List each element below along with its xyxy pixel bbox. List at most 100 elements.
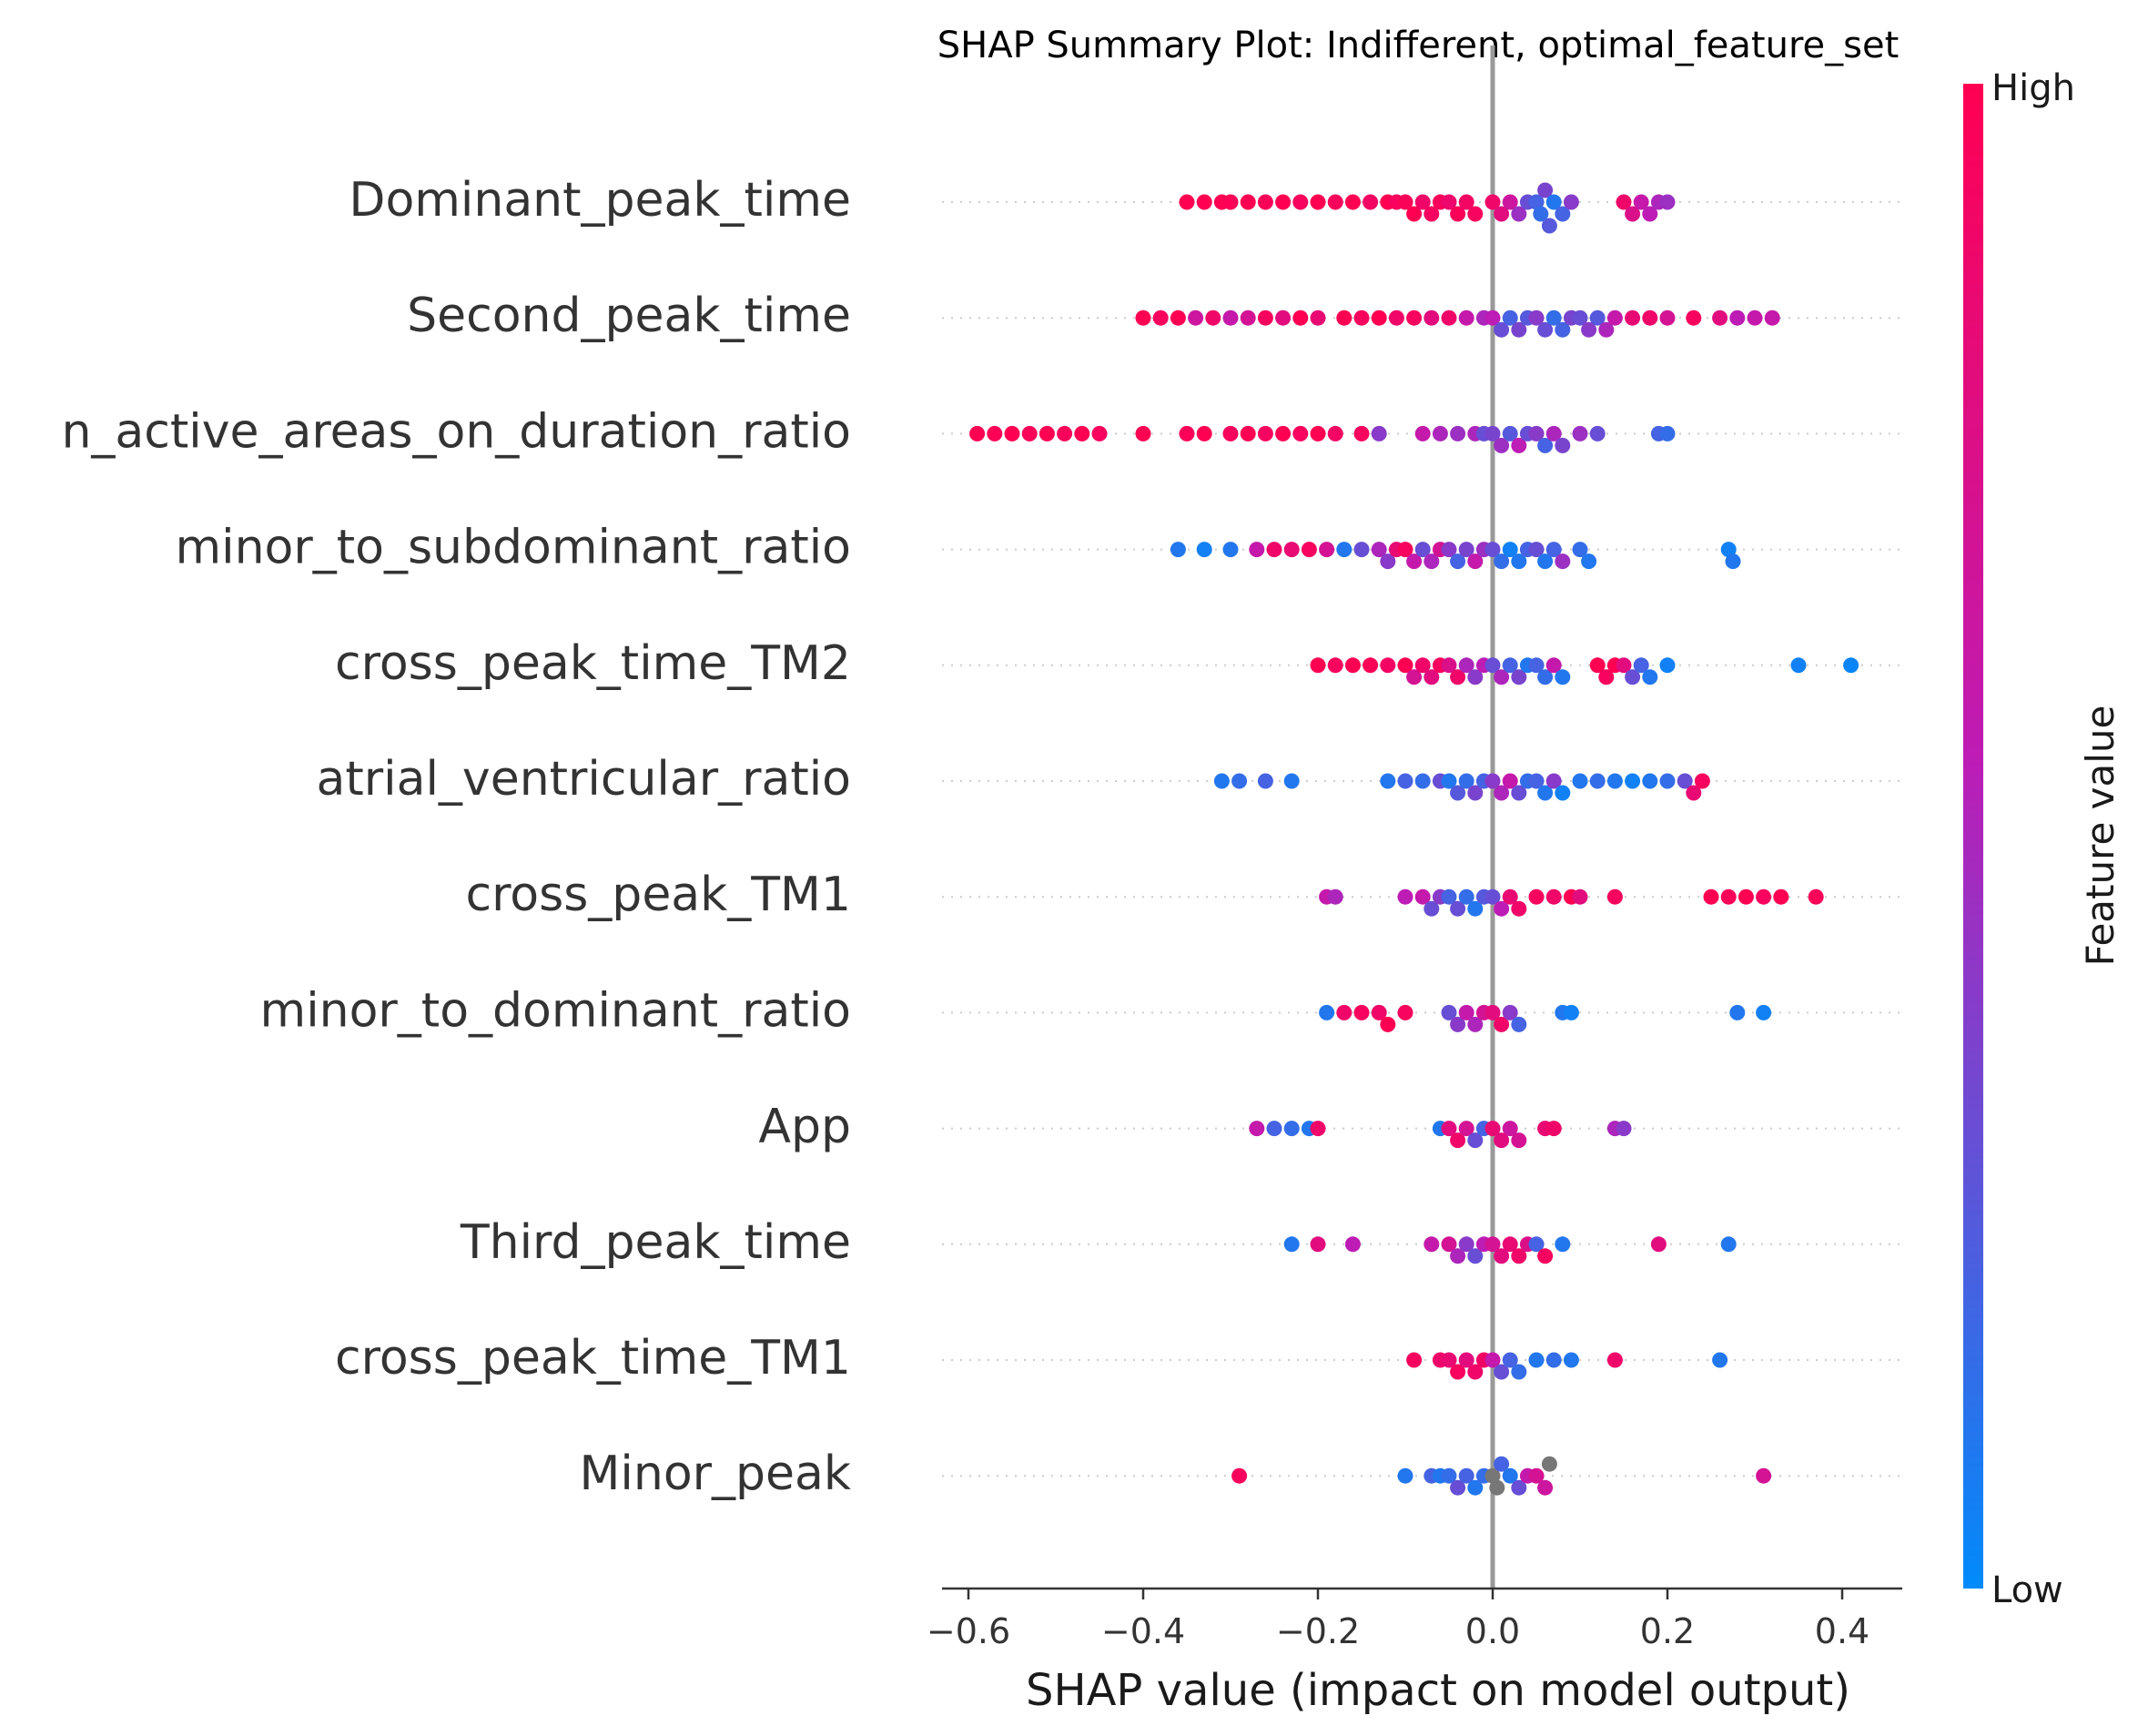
shap-point: [1764, 310, 1780, 326]
feature-label: n_active_areas_on_duration_ratio: [61, 404, 851, 459]
shap-point: [1371, 1004, 1387, 1020]
shap-point: [1545, 1352, 1562, 1368]
shap-point: [1633, 194, 1649, 210]
feature-label: Third_peak_time: [460, 1215, 851, 1270]
shap-point: [1458, 773, 1474, 789]
shap-point: [1327, 888, 1343, 905]
shap-point: [1545, 310, 1562, 326]
shap-point: [1266, 1121, 1282, 1137]
shap-point: [1511, 669, 1527, 685]
shap-point: [1642, 206, 1658, 222]
shap-point: [1494, 1132, 1510, 1149]
shap-point: [1336, 310, 1353, 326]
shap-point: [1450, 1479, 1466, 1496]
x-tick-label: 0.4: [1815, 1611, 1869, 1651]
shap-point: [1537, 785, 1554, 801]
shap-point: [1091, 425, 1108, 442]
shap-point: [1371, 425, 1387, 442]
shap-point: [1725, 553, 1741, 570]
shap-point: [1589, 425, 1606, 442]
shap-point: [1441, 1236, 1457, 1253]
shap-point: [1528, 1467, 1545, 1484]
shap-point: [1572, 425, 1588, 442]
shap-point: [1397, 1467, 1413, 1484]
shap-point: [1467, 1248, 1484, 1264]
shap-point: [1467, 553, 1484, 570]
shap-point: [1511, 785, 1527, 801]
shap-point: [1494, 206, 1510, 222]
shap-point: [1458, 310, 1474, 326]
shap-point: [1135, 425, 1151, 442]
shap-point: [1371, 310, 1387, 326]
shap-point: [1572, 888, 1588, 905]
shap-point: [1406, 669, 1423, 685]
shap-point: [1450, 553, 1466, 570]
shap-point: [1292, 425, 1309, 442]
shap-point: [1541, 1456, 1557, 1472]
shap-point: [1756, 1004, 1772, 1020]
shap-point: [1484, 1467, 1501, 1484]
shap-point: [1555, 553, 1571, 570]
shap-point: [1414, 194, 1431, 210]
shap-point: [1039, 425, 1055, 442]
shap-point: [1170, 542, 1186, 558]
shap-point: [1537, 1248, 1554, 1264]
shap-point: [1257, 773, 1273, 789]
shap-point: [1467, 900, 1484, 917]
shap-point: [1541, 218, 1557, 234]
shap-point: [1494, 437, 1510, 453]
shap-point: [1424, 553, 1440, 570]
shap-point: [1283, 1236, 1300, 1253]
shap-point: [1511, 1479, 1527, 1496]
shap-point: [1188, 310, 1204, 326]
shap-point: [1310, 310, 1326, 326]
shap-point: [1074, 425, 1090, 442]
shap-point: [1458, 1121, 1474, 1137]
x-axis-label: SHAP value (impact on model output): [1026, 1665, 1850, 1716]
shap-point: [1450, 785, 1466, 801]
shap-point: [1616, 1121, 1632, 1137]
shap-point: [1458, 888, 1474, 905]
shap-point: [1625, 669, 1641, 685]
shap-point: [1537, 553, 1554, 570]
shap-point: [1336, 542, 1353, 558]
shap-point: [1484, 1352, 1501, 1368]
shap-point: [1327, 194, 1343, 210]
shap-point: [1213, 773, 1230, 789]
shap-point: [1686, 785, 1702, 801]
shap-point: [1545, 657, 1562, 674]
shap-point: [1555, 785, 1571, 801]
shap-point: [1633, 657, 1649, 674]
shap-point: [1458, 194, 1474, 210]
shap-point: [1397, 773, 1413, 789]
shap-point: [1686, 310, 1702, 326]
shap-point: [1494, 785, 1510, 801]
shap-point: [1581, 321, 1597, 338]
shap-point: [1458, 657, 1474, 674]
shap-point: [1511, 1016, 1527, 1032]
shap-point: [1773, 888, 1789, 905]
shap-point: [1659, 657, 1676, 674]
shap-point: [1344, 1236, 1361, 1253]
shap-point: [1720, 542, 1737, 558]
shap-point: [1371, 542, 1387, 558]
data-points: [969, 182, 1859, 1496]
shap-point: [1572, 542, 1588, 558]
feature-label: minor_to_dominant_ratio: [260, 983, 851, 1038]
shap-point: [1231, 773, 1248, 789]
shap-point: [1563, 1352, 1579, 1368]
shap-point: [1537, 437, 1554, 453]
shap-point: [1511, 206, 1527, 222]
shap-point: [1441, 1004, 1457, 1020]
shap-point: [1625, 310, 1641, 326]
shap-point: [1528, 310, 1545, 326]
shap-point: [1494, 1364, 1510, 1380]
colorbar-low-label: Low: [1991, 1569, 2063, 1611]
shap-point: [1511, 321, 1527, 338]
shap-point: [1424, 1236, 1440, 1253]
shap-point: [1275, 310, 1292, 326]
shap-point: [1222, 542, 1239, 558]
shap-point: [1703, 888, 1719, 905]
shap-point: [1642, 669, 1658, 685]
shap-point: [1484, 657, 1501, 674]
